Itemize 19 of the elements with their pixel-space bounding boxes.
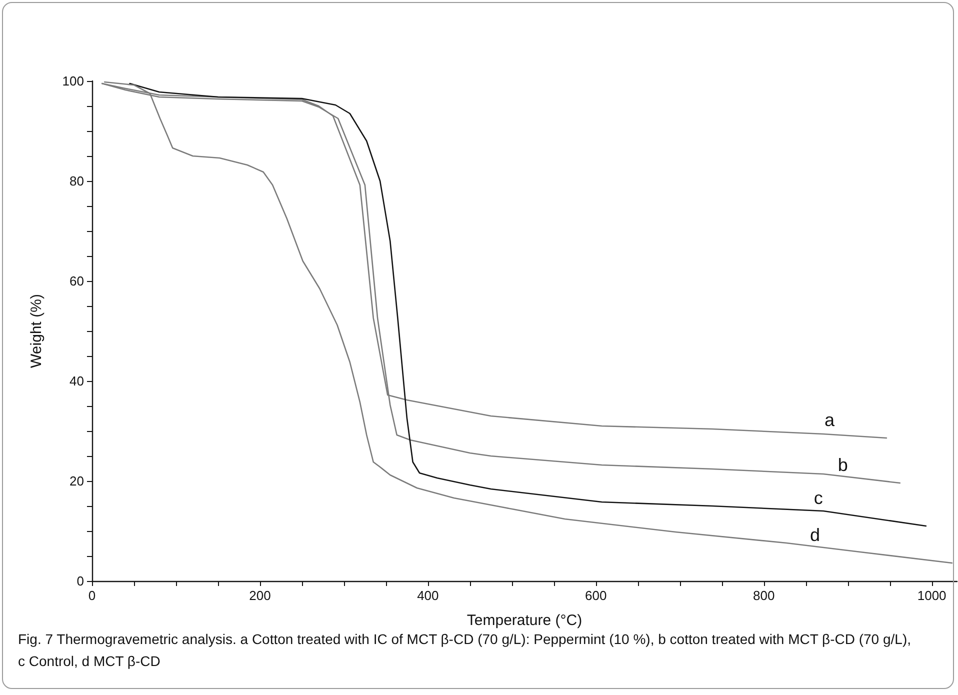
- y-tick-label: 100: [62, 74, 84, 88]
- x-tick-label: 400: [417, 588, 439, 603]
- x-tick-label: 200: [249, 588, 271, 603]
- y-axis-title: Weight (%): [28, 294, 45, 368]
- series-label: a: [824, 410, 836, 430]
- series-label: c: [814, 488, 823, 508]
- y-tick-label: 20: [70, 474, 84, 488]
- x-tick-label: 800: [752, 588, 775, 603]
- x-axis-title: Temperature (°C): [466, 612, 582, 629]
- y-tick-label: 40: [70, 374, 84, 388]
- y-tick-label: 60: [70, 274, 84, 288]
- series-label: b: [838, 455, 848, 475]
- y-tick-label: 0: [76, 574, 84, 588]
- x-tick-label: 1000: [917, 588, 946, 603]
- caption: Fig. 7 Thermogravemetric analysis. a Cotton treated with IC of MCT β-CD (70 g/L): Peppermint (10 %), b cotton treated with MCT β-CD (70 g/L), c Control, d MCT β-CD: [18, 631, 915, 669]
- y-tick-label: 80: [70, 174, 84, 188]
- x-tick-label: 0: [88, 588, 96, 603]
- series-label: d: [810, 525, 820, 545]
- x-tick-label: 600: [585, 588, 607, 603]
